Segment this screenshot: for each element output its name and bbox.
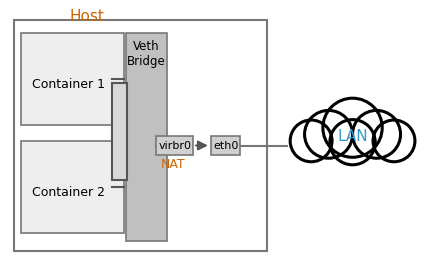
- Text: Container 2: Container 2: [32, 186, 105, 199]
- FancyBboxPatch shape: [21, 33, 123, 125]
- Ellipse shape: [372, 120, 414, 162]
- Text: virbr0: virbr0: [158, 140, 191, 151]
- Text: NAT: NAT: [160, 158, 185, 171]
- Ellipse shape: [290, 120, 331, 162]
- FancyBboxPatch shape: [112, 83, 126, 180]
- FancyBboxPatch shape: [14, 20, 267, 251]
- Text: LAN: LAN: [336, 130, 367, 144]
- Ellipse shape: [304, 110, 352, 158]
- Ellipse shape: [322, 98, 381, 157]
- Ellipse shape: [352, 110, 399, 158]
- FancyBboxPatch shape: [210, 136, 240, 155]
- Text: Veth
Bridge: Veth Bridge: [127, 40, 166, 68]
- Ellipse shape: [329, 120, 374, 165]
- Text: Container 1: Container 1: [32, 78, 105, 91]
- FancyBboxPatch shape: [21, 141, 123, 233]
- Text: eth0: eth0: [212, 140, 238, 151]
- FancyBboxPatch shape: [156, 136, 193, 155]
- Text: Host: Host: [69, 9, 104, 24]
- FancyBboxPatch shape: [125, 33, 167, 241]
